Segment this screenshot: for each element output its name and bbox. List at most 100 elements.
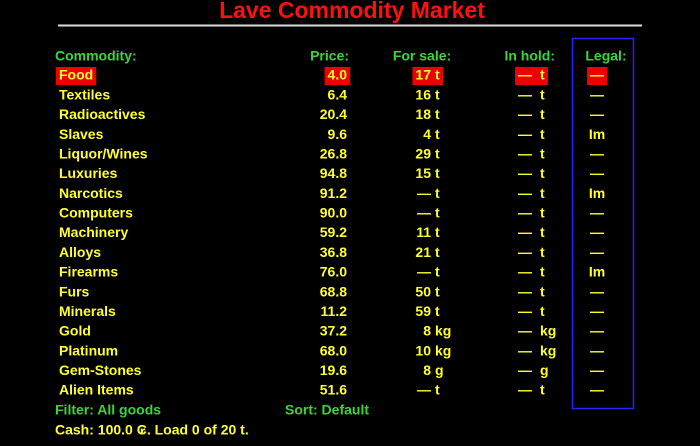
cell-hold-unit: t bbox=[540, 126, 545, 142]
cell-sale-unit: t bbox=[435, 303, 440, 319]
cell-legal: — bbox=[590, 382, 604, 398]
cell-sale: 18 bbox=[415, 106, 431, 122]
cell-legal: — bbox=[590, 303, 604, 319]
cell-price: 68.8 bbox=[320, 283, 347, 299]
cell-hold-unit: g bbox=[540, 362, 549, 378]
cell-sale: — bbox=[417, 264, 431, 280]
cell-price: 59.2 bbox=[320, 224, 347, 240]
status: Cash: 100.0 ₢. Load 0 of 20 t. bbox=[55, 422, 249, 438]
cell-sale: — bbox=[417, 382, 431, 398]
cell-legal: Im bbox=[589, 126, 605, 142]
cell-sale-unit: t bbox=[435, 224, 440, 240]
cell-sale: 17 bbox=[415, 67, 431, 83]
title: Lave Commodity Market bbox=[219, 0, 485, 23]
cell-sale-unit: kg bbox=[435, 323, 451, 339]
selection-highlight bbox=[587, 67, 607, 85]
cell-price: 9.6 bbox=[328, 126, 348, 142]
cell-sale-unit: kg bbox=[435, 342, 451, 358]
cell-price: 26.8 bbox=[320, 145, 347, 161]
cell-name: Gold bbox=[59, 323, 91, 339]
cell-sale-unit: t bbox=[435, 126, 440, 142]
cell-sale-unit: t bbox=[435, 264, 440, 280]
cell-hold-unit: kg bbox=[540, 323, 556, 339]
cell-hold-unit: t bbox=[540, 185, 545, 201]
cell-sale-unit: t bbox=[435, 145, 440, 161]
cell-name: Gem-Stones bbox=[59, 362, 142, 378]
cell-legal: — bbox=[590, 67, 604, 83]
cell-sale: 8 bbox=[423, 362, 431, 378]
cell-legal: — bbox=[590, 362, 604, 378]
cell-sale: 21 bbox=[415, 244, 431, 260]
cell-hold-unit: t bbox=[540, 264, 545, 280]
cell-hold: — bbox=[518, 126, 532, 142]
selection-highlight bbox=[324, 67, 351, 85]
filter[interactable]: Filter: All goods bbox=[55, 402, 161, 418]
cell-sale-unit: t bbox=[435, 283, 440, 299]
column-header: Commodity: bbox=[55, 48, 137, 64]
cell-hold: — bbox=[518, 145, 532, 161]
cell-legal: — bbox=[590, 224, 604, 240]
cell-sale-unit: t bbox=[435, 86, 440, 102]
cell-price: 20.4 bbox=[320, 106, 347, 122]
cell-legal: Im bbox=[589, 185, 605, 201]
cell-sale: — bbox=[417, 185, 431, 201]
cell-legal: — bbox=[590, 106, 604, 122]
cell-name: Narcotics bbox=[59, 185, 123, 201]
cell-hold: — bbox=[518, 185, 532, 201]
cell-sale: 29 bbox=[415, 145, 431, 161]
cell-price: 11.2 bbox=[321, 303, 348, 319]
cell-name: Furs bbox=[59, 283, 90, 299]
cell-name: Machinery bbox=[59, 224, 128, 240]
selection-highlight bbox=[56, 67, 97, 85]
cell-sale: 10 bbox=[415, 342, 431, 358]
cell-name: Slaves bbox=[59, 126, 104, 142]
cell-sale-unit: t bbox=[435, 382, 440, 398]
cell-hold-unit: t bbox=[540, 224, 545, 240]
cell-sale-unit: t bbox=[435, 165, 440, 181]
cell-sale-unit: g bbox=[435, 362, 444, 378]
cell-name: Alloys bbox=[59, 244, 101, 260]
cell-sale-unit: t bbox=[435, 67, 440, 83]
cell-sale-unit: t bbox=[435, 106, 440, 122]
cell-hold: — bbox=[518, 303, 532, 319]
cell-hold: — bbox=[518, 224, 532, 240]
cell-price: 51.6 bbox=[320, 382, 347, 398]
cell-hold: — bbox=[518, 244, 532, 260]
cell-sale: 16 bbox=[415, 86, 431, 102]
cell-hold-unit: t bbox=[540, 244, 545, 260]
legal-box bbox=[571, 37, 635, 410]
cell-sale: 4 bbox=[423, 126, 431, 142]
cell-legal: — bbox=[590, 145, 604, 161]
cell-name: Liquor/Wines bbox=[59, 145, 148, 161]
cell-hold: — bbox=[518, 362, 532, 378]
cell-price: 19.6 bbox=[320, 362, 347, 378]
cell-price: 36.8 bbox=[320, 244, 347, 260]
cell-hold: — bbox=[518, 67, 532, 83]
cell-hold-unit: kg bbox=[540, 342, 556, 358]
cell-name: Computers bbox=[59, 205, 133, 221]
cell-hold: — bbox=[518, 283, 532, 299]
cell-sale-unit: t bbox=[435, 185, 440, 201]
cell-hold: — bbox=[518, 382, 532, 398]
cell-sale: 15 bbox=[415, 165, 431, 181]
cell-legal: — bbox=[590, 244, 604, 260]
cell-sale: 59 bbox=[415, 303, 431, 319]
cell-name: Platinum bbox=[59, 342, 118, 358]
column-header: In hold: bbox=[504, 48, 555, 64]
cell-sale: — bbox=[417, 205, 431, 221]
column-header: For sale: bbox=[393, 48, 451, 64]
cell-hold: — bbox=[518, 342, 532, 358]
cell-legal: — bbox=[590, 86, 604, 102]
cell-price: 90.0 bbox=[320, 205, 347, 221]
column-header: Price: bbox=[310, 48, 349, 64]
cell-name: Textiles bbox=[59, 86, 110, 102]
cell-hold-unit: t bbox=[540, 67, 545, 83]
cell-hold: — bbox=[518, 165, 532, 181]
cell-sale-unit: t bbox=[435, 244, 440, 260]
cell-name: Radioactives bbox=[59, 106, 146, 122]
cell-hold-unit: t bbox=[540, 106, 545, 122]
cell-price: 76.0 bbox=[320, 264, 347, 280]
sort[interactable]: Sort: Default bbox=[285, 402, 369, 418]
cell-name: Minerals bbox=[59, 303, 116, 319]
